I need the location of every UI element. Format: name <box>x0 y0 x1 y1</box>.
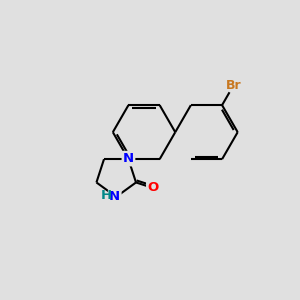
Text: H: H <box>101 189 112 202</box>
Text: N: N <box>123 152 134 165</box>
Text: N: N <box>109 190 120 203</box>
Text: O: O <box>147 182 159 194</box>
Text: Br: Br <box>225 79 241 92</box>
